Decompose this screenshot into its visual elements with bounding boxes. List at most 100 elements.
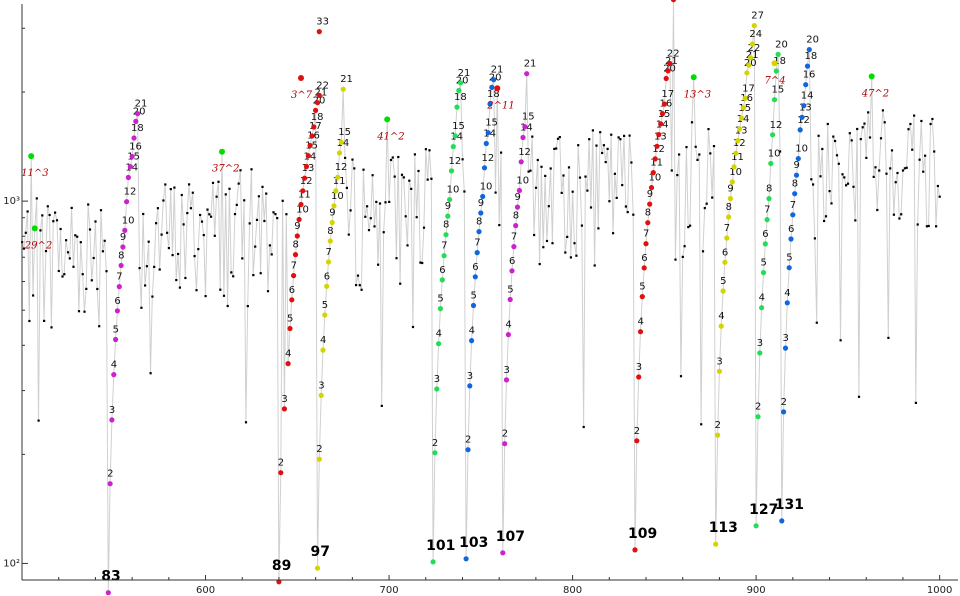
multiplier-label: 16 [803, 70, 816, 81]
data-point [189, 207, 192, 210]
family-point [781, 409, 787, 415]
multiplier-label: 10 [729, 167, 742, 178]
data-point [604, 161, 607, 164]
family-point [316, 456, 322, 462]
multiplier-label: 7 [643, 229, 649, 240]
data-point [349, 209, 352, 212]
data-point [173, 186, 176, 189]
family-point [733, 150, 739, 156]
data-point [87, 203, 90, 206]
family-point [652, 156, 658, 162]
data-point [812, 183, 815, 186]
data-point [393, 175, 396, 178]
multiplier-label: 8 [476, 217, 482, 228]
multiplier-label: 21 [340, 74, 353, 85]
family-point [303, 163, 310, 170]
data-point [266, 290, 270, 293]
multiplier-label: 6 [114, 296, 120, 307]
multiplier-label: 10 [122, 215, 135, 226]
family-point [801, 103, 807, 109]
family-point [430, 559, 436, 565]
data-point [57, 269, 60, 273]
prime-family-83: 23456789101214151618202183 [101, 99, 147, 596]
data-point [83, 310, 86, 313]
family-point [720, 288, 726, 294]
data-point [248, 222, 251, 225]
family-point [764, 217, 770, 223]
data-point [144, 284, 147, 287]
data-point [426, 178, 429, 181]
multiplier-label: 15 [452, 121, 465, 132]
family-point [487, 101, 493, 107]
data-point [589, 206, 593, 209]
multiplier-label: 12 [518, 147, 531, 158]
multiplier-label: 5 [761, 258, 767, 269]
family-point [111, 372, 117, 378]
family-point [634, 438, 640, 444]
data-point [39, 229, 42, 232]
family-point [287, 325, 293, 332]
family-point [318, 392, 324, 398]
data-point [879, 137, 883, 140]
data-point [582, 425, 585, 429]
data-point [823, 219, 826, 223]
data-point [32, 294, 35, 297]
multiplier-label: 12 [124, 187, 137, 198]
x-tick-label: 900 [747, 585, 766, 596]
data-point [184, 276, 187, 280]
data-point [77, 310, 81, 313]
multiplier-label: 7 [116, 272, 122, 283]
family-point [309, 133, 315, 139]
data-point [868, 136, 872, 139]
prime-family-109: 23456789101112131415161720212233109 [628, 0, 680, 553]
data-point [608, 200, 611, 203]
multiplier-label: 20 [806, 35, 819, 46]
family-point [122, 227, 128, 233]
data-point [903, 167, 906, 170]
data-point [556, 137, 560, 140]
data-point [250, 168, 253, 171]
data-point [623, 134, 626, 137]
data-point [281, 199, 284, 202]
family-point [336, 150, 343, 156]
data-point [839, 339, 842, 342]
multiplier-label: 18 [311, 112, 324, 123]
data-point [61, 275, 64, 278]
data-point [375, 200, 378, 203]
family-point [770, 132, 776, 138]
data-point [545, 239, 549, 243]
multiplier-label: 3 [636, 362, 642, 373]
data-point [681, 255, 684, 258]
data-point [610, 133, 613, 136]
family-point [518, 159, 524, 165]
data-point [890, 149, 894, 152]
family-point [639, 294, 645, 300]
family-point [522, 124, 528, 130]
family-point [331, 203, 337, 209]
family-point [313, 107, 319, 113]
multiplier-label: 9 [445, 201, 451, 212]
prime-label: 103 [459, 535, 488, 551]
family-point [285, 361, 291, 367]
data-point [70, 206, 73, 209]
data-point [353, 167, 356, 170]
data-point [226, 304, 229, 308]
data-point [24, 231, 27, 234]
data-point [55, 219, 59, 222]
family-point [113, 336, 119, 343]
data-point [905, 166, 908, 169]
data-point [841, 173, 844, 176]
family-point [748, 55, 754, 61]
family-point [788, 236, 794, 242]
data-point [558, 136, 561, 139]
data-point [255, 218, 259, 221]
data-point [529, 169, 532, 172]
data-point [88, 228, 92, 231]
family-point [327, 238, 333, 244]
multiplier-label: 5 [639, 282, 645, 293]
data-point [270, 253, 273, 256]
data-point [351, 158, 354, 161]
prime-power-label: 47^2 [861, 88, 889, 99]
data-point [500, 151, 503, 154]
